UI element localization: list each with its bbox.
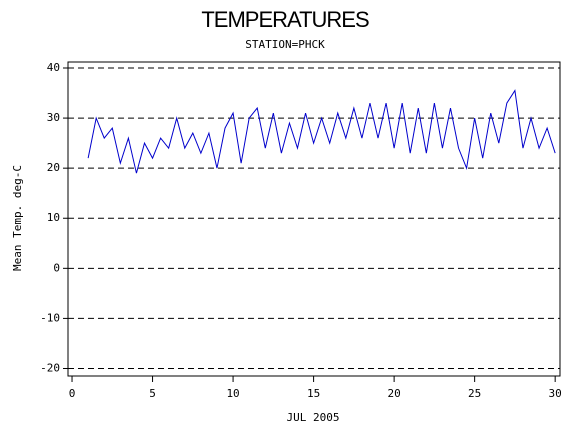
y-tick-label: 20 (47, 161, 60, 174)
x-tick-label: 0 (69, 387, 76, 400)
y-tick-label: -20 (40, 361, 60, 374)
x-tick-label: 5 (149, 387, 156, 400)
x-tick-label: 20 (387, 387, 400, 400)
x-tick-label: 25 (468, 387, 481, 400)
y-tick-label: 40 (47, 61, 60, 74)
y-tick-label: 10 (47, 211, 60, 224)
x-tick-label: 15 (307, 387, 320, 400)
x-tick-label: 10 (226, 387, 239, 400)
x-tick-label: 30 (549, 387, 562, 400)
x-axis-label: JUL 2005 (287, 411, 340, 424)
chart-subtitle: STATION=PHCK (245, 38, 325, 51)
chart-title: TEMPERATURES (201, 7, 369, 32)
y-tick-label: 0 (53, 261, 60, 274)
data-line (87, 89, 556, 174)
y-tick-label: 30 (47, 111, 60, 124)
plot-frame (67, 61, 561, 377)
y-axis-label: Mean Temp. deg-C (11, 165, 24, 271)
y-tick-label: -10 (40, 311, 60, 324)
